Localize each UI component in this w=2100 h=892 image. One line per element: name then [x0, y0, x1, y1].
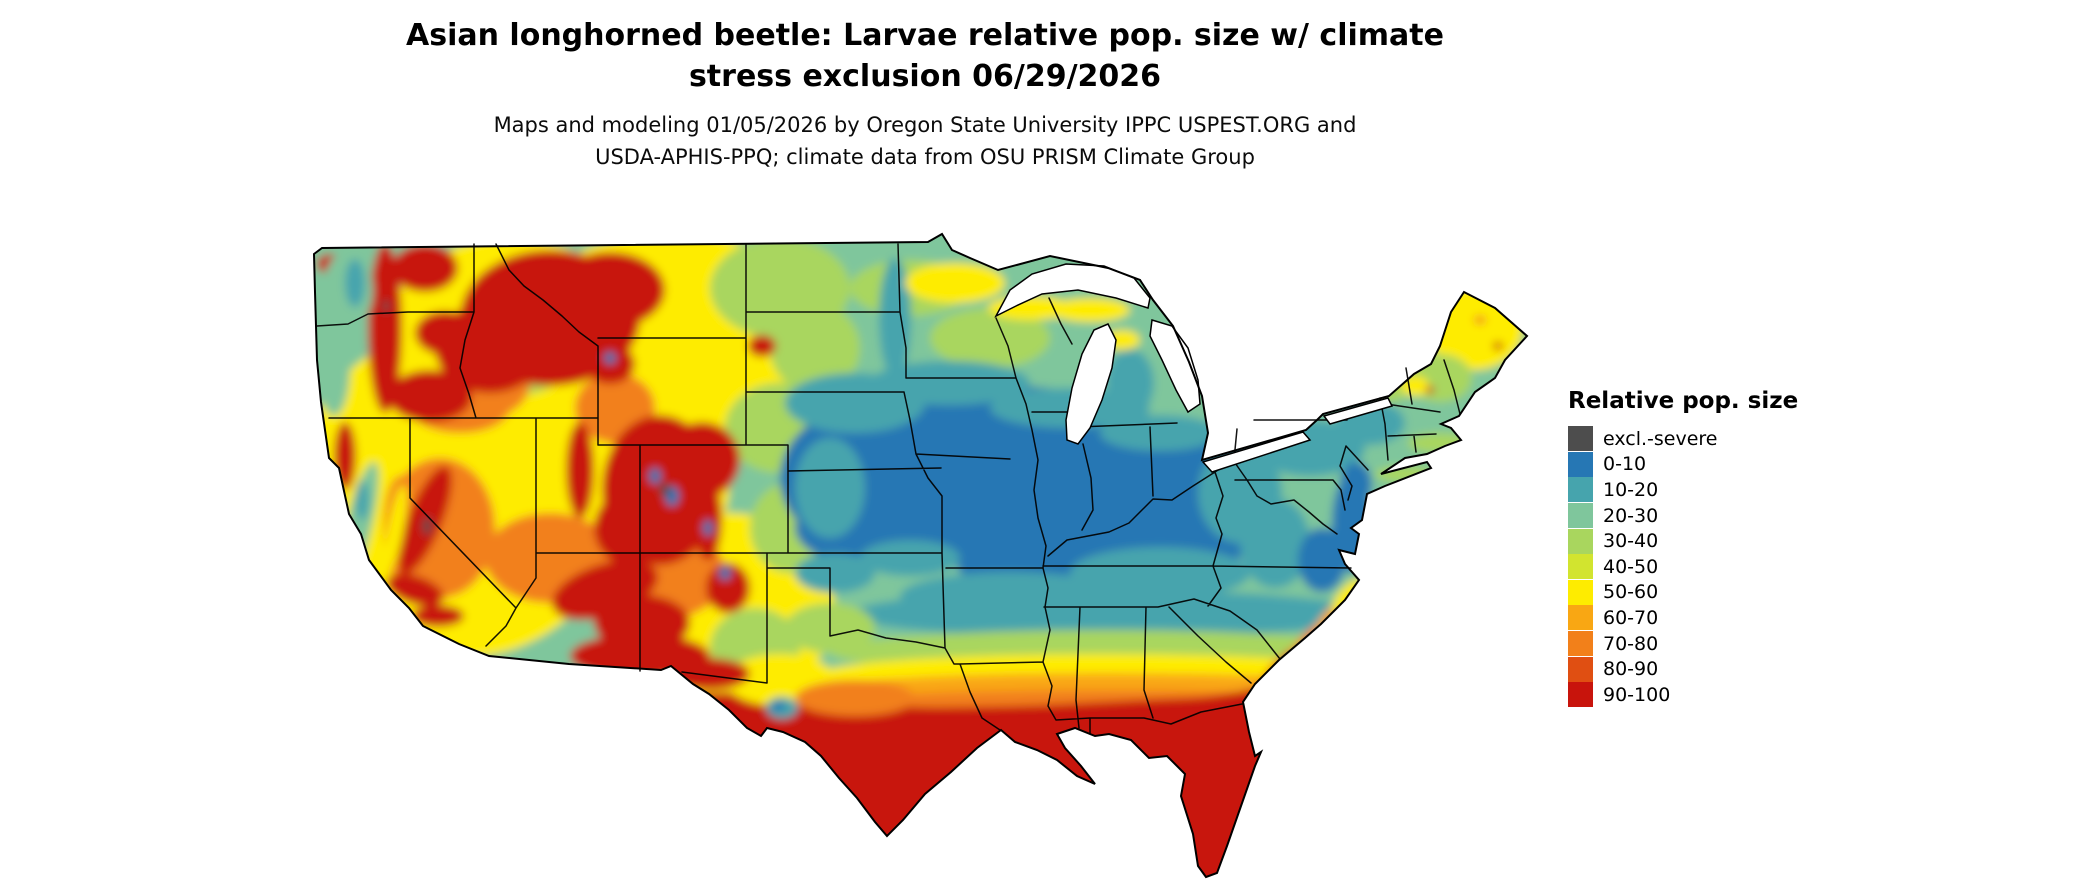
lake-michigan	[1065, 323, 1117, 445]
legend-item: 0-10	[1568, 451, 1798, 478]
subtitle-line-2: USDA-APHIS-PPQ; climate data from OSU PR…	[595, 144, 1255, 169]
lake-huron	[1149, 319, 1201, 414]
legend-item: 20-30	[1568, 503, 1798, 529]
legend-item: 40-50	[1568, 554, 1798, 580]
legend-swatch	[1568, 682, 1593, 708]
us-map	[300, 224, 1540, 888]
legend-swatch	[1568, 579, 1593, 605]
legend-item: 80-90	[1568, 656, 1798, 682]
great-lakes	[994, 263, 1394, 473]
legend-item: 10-20	[1568, 477, 1798, 503]
legend-swatch	[1568, 426, 1593, 452]
figure-subtitle: Maps and modeling 01/05/2026 by Oregon S…	[0, 110, 1850, 173]
legend-item: 50-60	[1568, 579, 1798, 606]
title-line-2: stress exclusion 06/29/2026	[688, 58, 1162, 94]
legend-swatch	[1568, 554, 1593, 580]
map-paint	[314, 234, 1527, 877]
legend-label: 0-10	[1603, 453, 1647, 476]
title-line-1: Asian longhorned beetle: Larvae relative…	[406, 18, 1444, 53]
lake-erie	[1201, 431, 1312, 473]
legend-item: excl.-severe	[1568, 426, 1798, 452]
legend-label: 20-30	[1603, 504, 1659, 527]
legend-swatch	[1568, 605, 1593, 631]
legend-swatch	[1568, 631, 1593, 657]
legend-swatch	[1568, 656, 1593, 682]
legend-label: 40-50	[1603, 555, 1659, 578]
legend-swatch	[1568, 451, 1593, 477]
legend-label: 80-90	[1603, 658, 1659, 681]
legend-label: 50-60	[1603, 581, 1659, 604]
state-borders	[316, 243, 1461, 735]
legend-swatch	[1568, 477, 1593, 503]
legend-label: 70-80	[1603, 632, 1659, 655]
legend-label: 60-70	[1603, 606, 1659, 629]
lake-superior	[994, 263, 1151, 318]
legend-label: excl.-severe	[1603, 427, 1718, 450]
subtitle-line-1: Maps and modeling 01/05/2026 by Oregon S…	[493, 113, 1357, 137]
legend: Relative pop. size excl.-severe 0-10 10-20…	[1568, 388, 1798, 708]
legend-label: 90-100	[1603, 683, 1671, 706]
legend-items: excl.-severe 0-10 10-20 20-30 30-40 40-50 50-6…	[1568, 426, 1798, 708]
legend-label: 30-40	[1603, 530, 1659, 553]
legend-item: 60-70	[1568, 605, 1798, 631]
legend-label: 10-20	[1603, 478, 1659, 501]
lake-ontario	[1322, 397, 1394, 425]
legend-item: 90-100	[1568, 682, 1798, 708]
legend-title: Relative pop. size	[1568, 388, 1799, 414]
figure-title: Asian longhorned beetle: Larvae relative…	[0, 16, 1850, 97]
legend-swatch	[1568, 503, 1593, 529]
legend-item: 70-80	[1568, 631, 1798, 657]
legend-swatch	[1568, 528, 1593, 554]
legend-item: 30-40	[1568, 528, 1798, 554]
title-block: Asian longhorned beetle: Larvae relative…	[0, 16, 1850, 173]
